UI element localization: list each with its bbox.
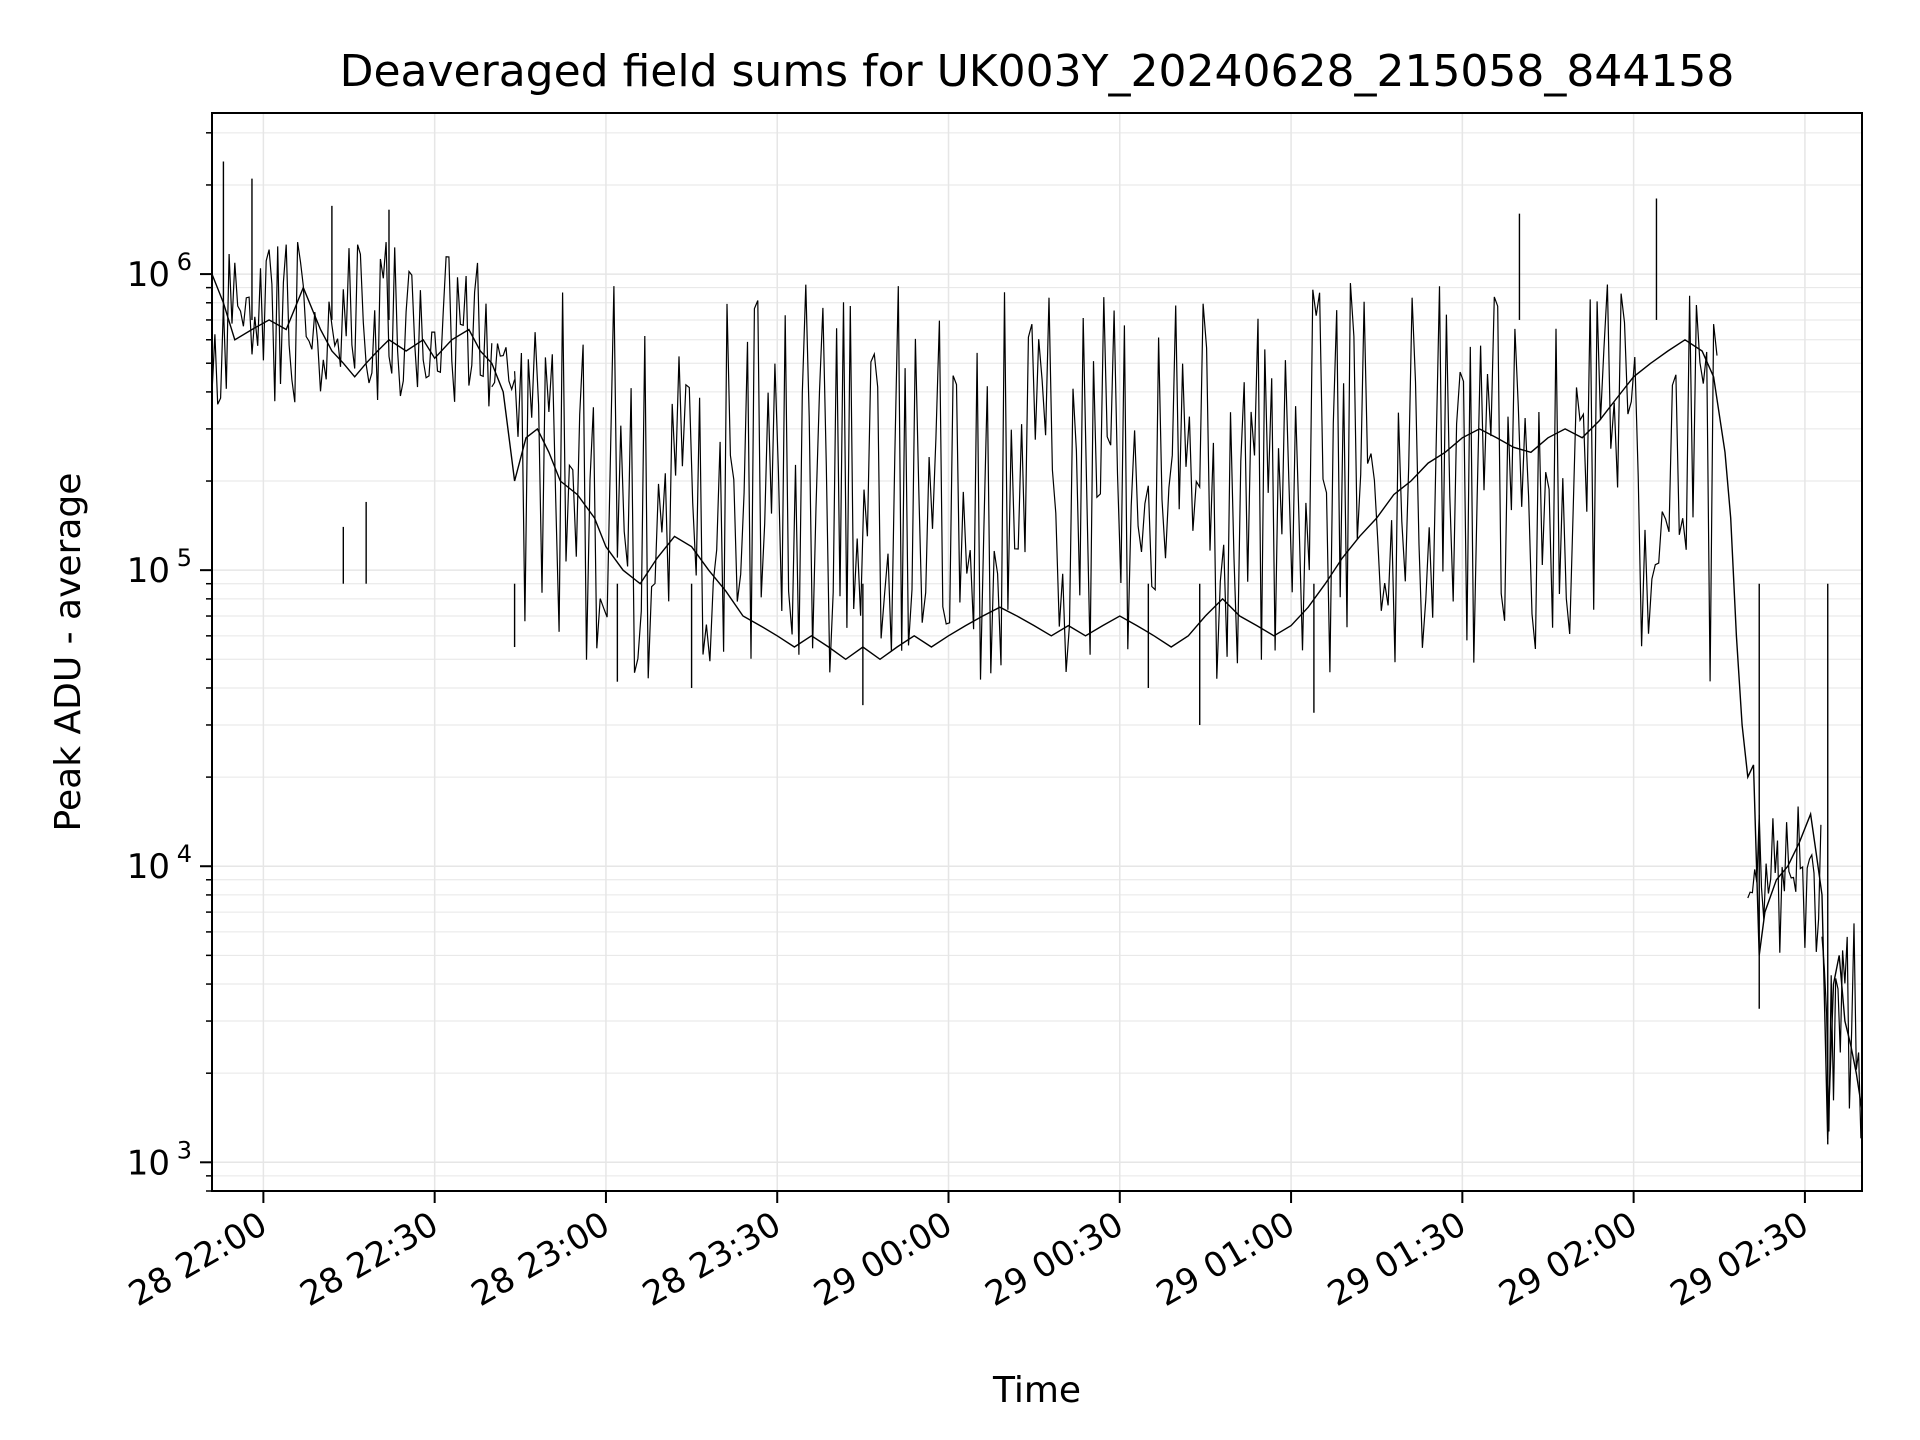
y-tick-exponent: 4	[177, 840, 192, 868]
y-tick-label: 10	[127, 1143, 170, 1183]
series-line	[211, 273, 1863, 1139]
y-tick-label: 10	[127, 847, 170, 887]
y-tick-label: 10	[127, 551, 170, 591]
chart-title: Deaveraged field sums for UK003Y_2024062…	[340, 46, 1735, 97]
grid-lines	[212, 113, 1862, 1192]
series-envelope-trace	[1747, 806, 1822, 953]
series-envelope-trace	[211, 242, 493, 407]
series-envelope-trace	[491, 343, 516, 392]
series-envelope-trace	[514, 283, 1718, 682]
series-envelope-trace	[1821, 923, 1862, 1139]
y-tick-exponent: 3	[177, 1136, 192, 1164]
y-tick-label: 10	[127, 255, 170, 295]
y-axis-label: Peak ADU - average	[48, 473, 89, 832]
y-tick-exponent: 6	[177, 248, 192, 276]
series-group	[211, 161, 1863, 1145]
x-axis-label: Time	[992, 1370, 1081, 1411]
plot-frame	[211, 112, 1863, 1192]
y-tick-exponent: 5	[177, 544, 192, 572]
